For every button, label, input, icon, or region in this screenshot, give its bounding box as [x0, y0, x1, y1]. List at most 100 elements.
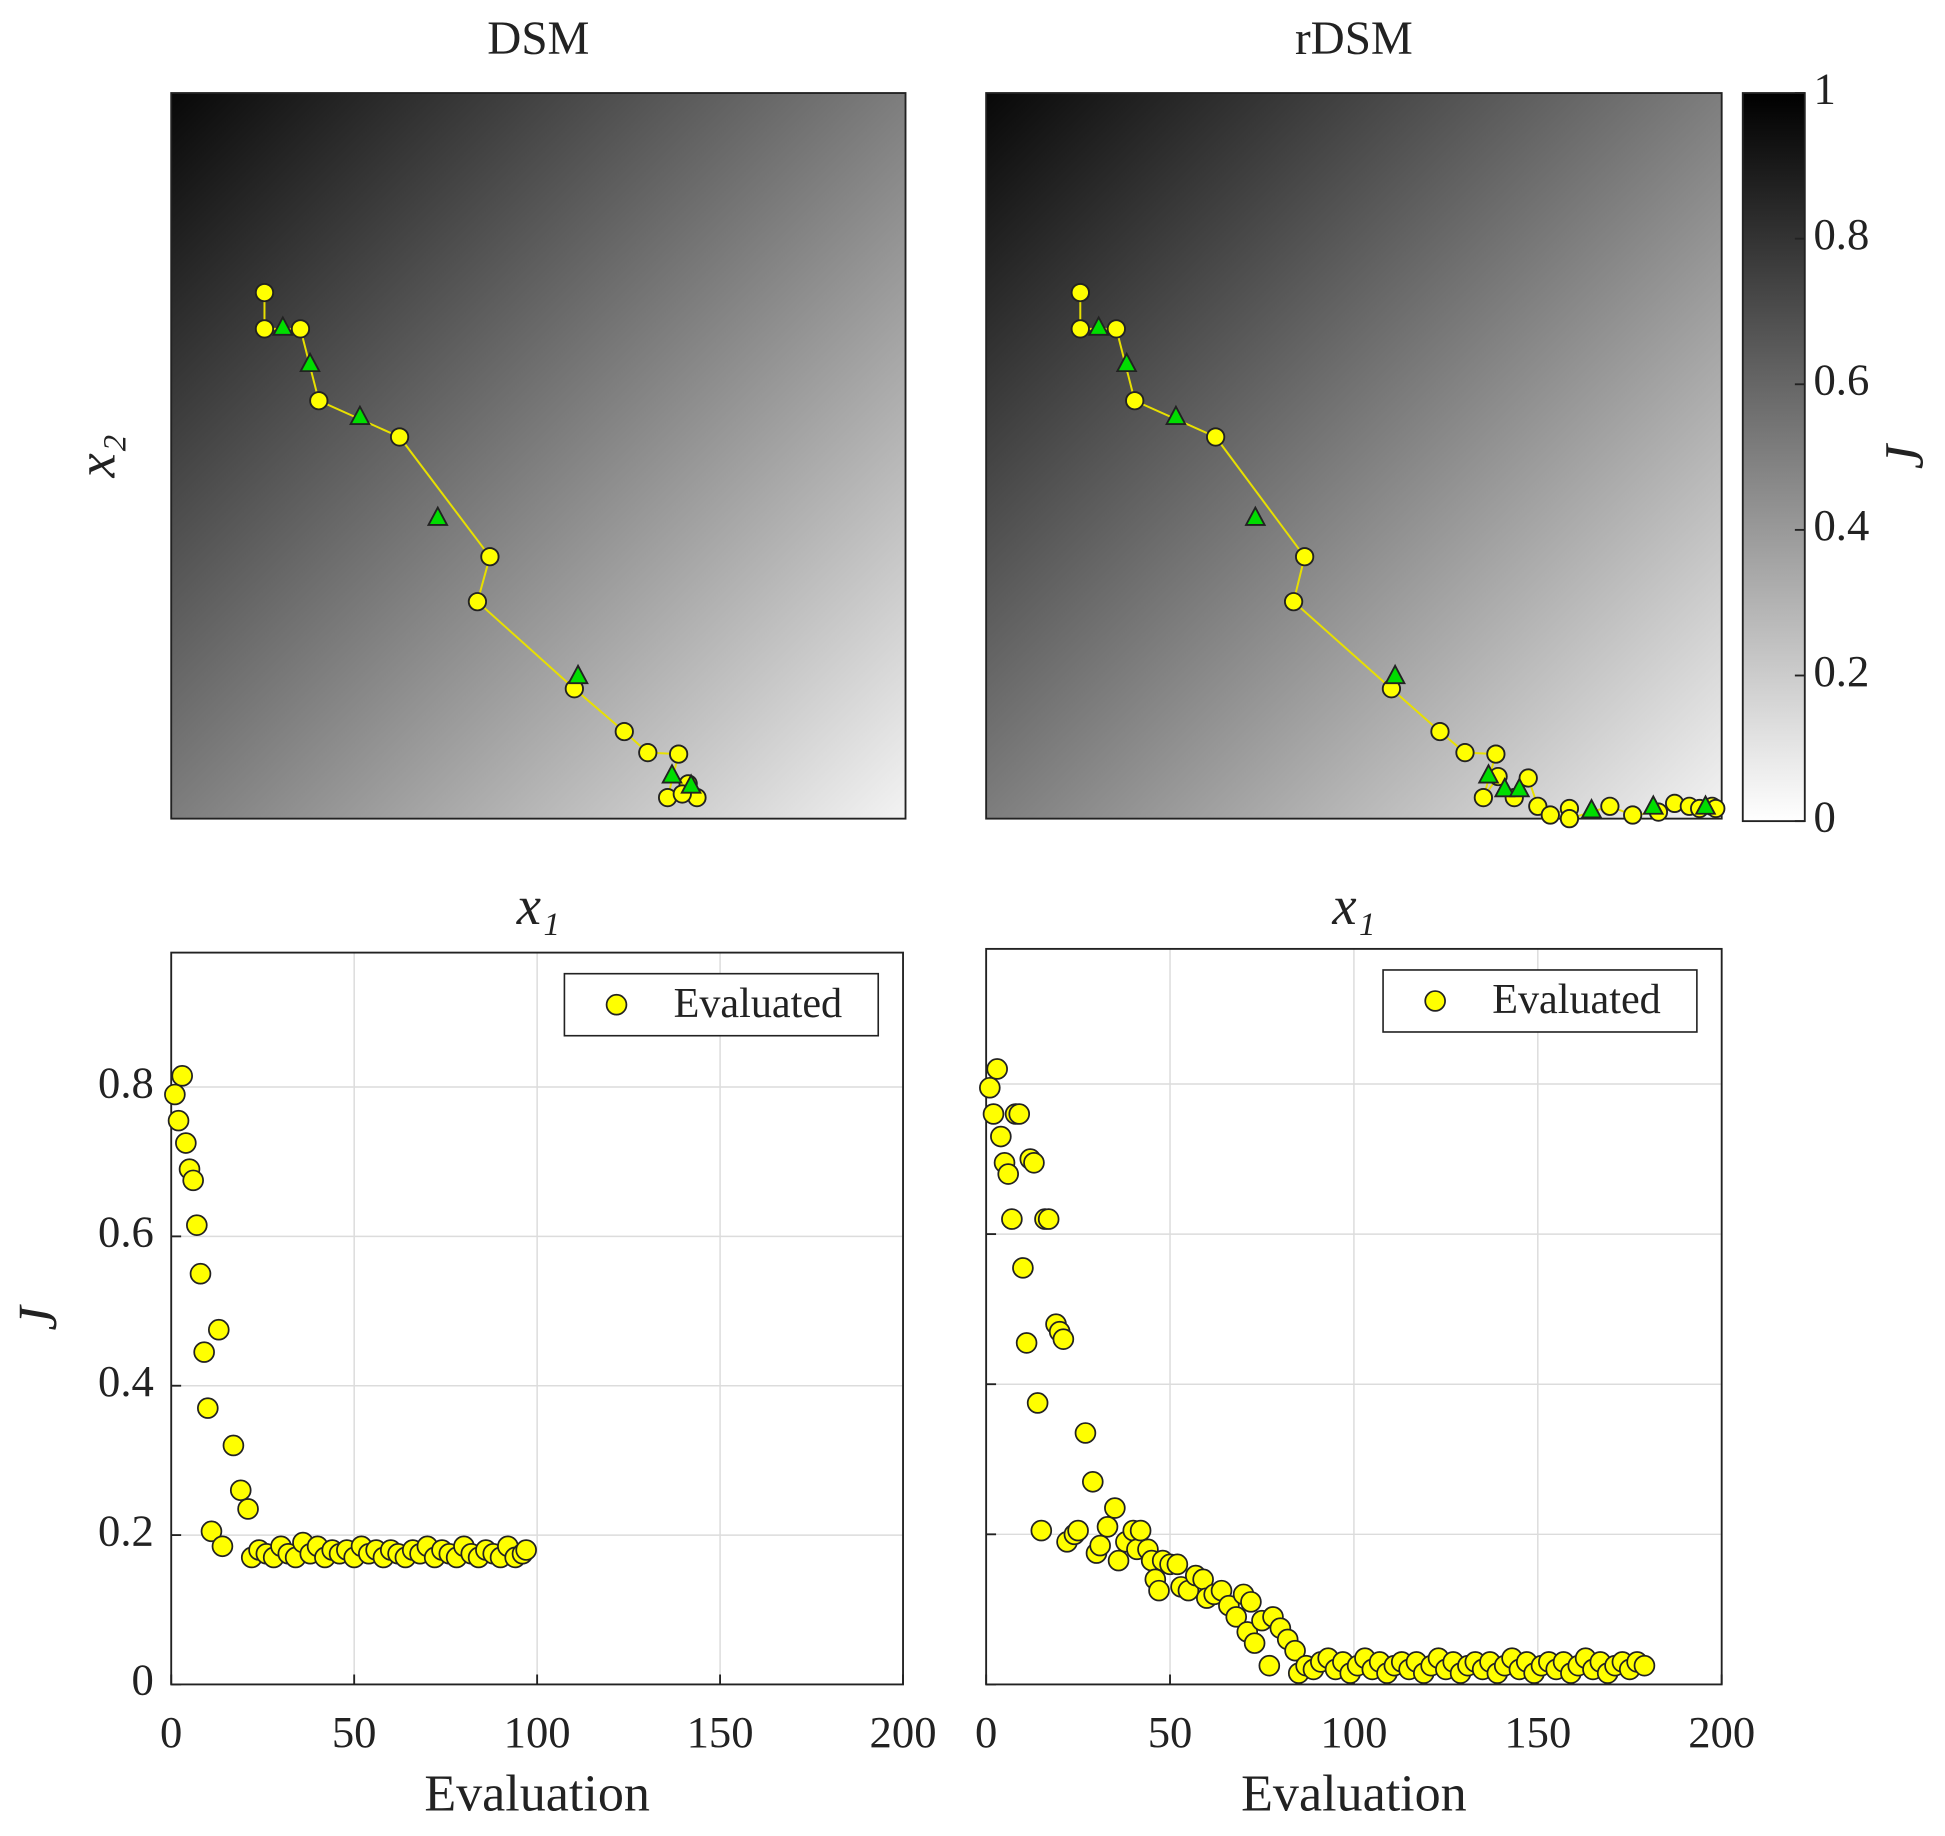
evaluation-point	[997, 1163, 1020, 1185]
evaluation-point	[1023, 1152, 1045, 1174]
x-tick-label: 200	[870, 1707, 937, 1757]
legend-marker	[605, 993, 628, 1016]
vertex-marker	[1540, 805, 1560, 825]
evaluation-point	[193, 1341, 215, 1363]
vertex-marker	[1295, 547, 1315, 567]
y-tick-label: 0.6	[98, 1207, 154, 1257]
vertex-marker	[1125, 391, 1145, 411]
evaluation-point	[1012, 1257, 1034, 1279]
colorbar-tick-label: 1	[1813, 63, 1835, 113]
evaluation-point	[1001, 1208, 1023, 1230]
evaluation-point	[229, 1479, 252, 1502]
centroid-marker	[1477, 763, 1500, 784]
plot-frame	[170, 92, 907, 820]
x-tick-label: 50	[332, 1707, 377, 1757]
centroid-marker	[299, 351, 321, 373]
evaluation-point	[1089, 1534, 1111, 1557]
x-tick-label: 0	[160, 1707, 182, 1757]
vertex-marker	[1455, 743, 1475, 763]
x-tick-label: 100	[1320, 1707, 1387, 1757]
y-tick-label: 0.2	[98, 1505, 154, 1555]
evaluation-point	[197, 1397, 219, 1419]
y-tick-label: 0.4	[98, 1356, 154, 1406]
evaluation-point	[986, 1058, 1008, 1080]
vertex-marker	[480, 547, 500, 567]
vertex-marker	[1070, 319, 1090, 339]
evaluation-point	[222, 1434, 245, 1457]
vertex-marker	[1283, 592, 1304, 612]
evaluation-point	[515, 1539, 537, 1561]
evaluation-point	[1243, 1632, 1266, 1654]
vertex-marker	[669, 744, 689, 764]
centroid-marker	[661, 763, 683, 784]
vertex-marker	[638, 743, 658, 763]
vertex-marker	[1559, 809, 1580, 829]
centroid-marker	[271, 315, 294, 336]
chart-title: DSM	[487, 13, 589, 65]
x-axis-label: x₁	[516, 875, 560, 936]
centroid-marker	[426, 505, 449, 526]
vertex-marker	[389, 427, 410, 447]
colorbar-tick-label: 0.4	[1813, 500, 1869, 550]
vertex-marker	[1473, 787, 1493, 808]
x-tick-label: 50	[1148, 1707, 1193, 1757]
centroid-marker	[1493, 777, 1516, 798]
evaluation-point	[171, 1065, 193, 1087]
objective-field	[171, 93, 906, 819]
x-tick-label: 200	[1688, 1707, 1755, 1757]
colorbar-tick-label: 0.8	[1813, 209, 1869, 259]
centroid-marker	[1580, 798, 1603, 819]
colorbar-label: J	[1874, 442, 1935, 469]
evaluation-point	[167, 1109, 190, 1132]
evaluation-point	[189, 1262, 212, 1285]
evaluation-point	[1104, 1497, 1126, 1519]
evaluation-point	[1030, 1519, 1053, 1542]
colorbar-tick-label: 0.2	[1813, 646, 1869, 696]
x-axis-label: Evaluation	[424, 1765, 650, 1822]
centroid-marker	[1384, 663, 1406, 685]
evaluation-point	[1067, 1519, 1089, 1542]
evaluation-point	[164, 1083, 186, 1106]
y-axis-label: J	[7, 1304, 68, 1331]
evaluation-point	[1052, 1328, 1075, 1350]
y-tick-label: 0	[132, 1655, 154, 1705]
legend-box	[563, 972, 880, 1037]
evaluation-point	[1107, 1549, 1130, 1572]
evaluation-point	[1082, 1470, 1104, 1493]
vertex-marker	[254, 319, 275, 339]
centroid-marker	[1508, 777, 1531, 798]
x-tick-label: 100	[504, 1707, 571, 1757]
evaluation-point	[1096, 1516, 1119, 1538]
objective-field	[986, 93, 1722, 819]
evaluation-point	[1037, 1208, 1060, 1230]
legend-marker	[1424, 990, 1446, 1012]
centroid-marker	[680, 773, 702, 794]
evaluation-point	[1633, 1654, 1656, 1677]
colorbar-tick-label: 0.6	[1813, 355, 1869, 405]
evaluation-point	[211, 1535, 234, 1558]
vertex-marker	[1070, 282, 1090, 303]
vertex-marker	[1486, 744, 1506, 764]
x-axis-label: Evaluation	[1241, 1765, 1467, 1822]
vertex-marker	[467, 592, 488, 612]
centroid-marker	[1244, 505, 1267, 526]
vertex-marker	[1430, 721, 1450, 742]
centroid-marker	[349, 404, 371, 426]
vertex-marker	[1623, 805, 1643, 825]
evaluation-point	[1129, 1519, 1152, 1542]
centroid-marker	[1165, 404, 1187, 426]
vertex-marker	[1206, 427, 1226, 447]
x-axis-label: x₁	[1331, 875, 1375, 936]
evaluation-point	[207, 1318, 230, 1341]
x-tick-label: 150	[687, 1707, 754, 1757]
centroid-marker	[1642, 794, 1665, 815]
evaluation-point	[1074, 1422, 1097, 1444]
evaluation-point	[175, 1132, 197, 1154]
y-tick-label: 0.8	[98, 1057, 154, 1107]
evaluation-point	[1008, 1103, 1031, 1125]
colorbar-tick-label: 0	[1813, 791, 1835, 841]
centroid-marker	[1087, 315, 1110, 336]
vertex-marker	[309, 391, 329, 411]
